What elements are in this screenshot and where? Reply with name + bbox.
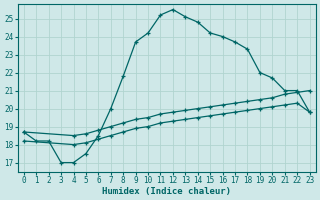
X-axis label: Humidex (Indice chaleur): Humidex (Indice chaleur): [102, 187, 231, 196]
